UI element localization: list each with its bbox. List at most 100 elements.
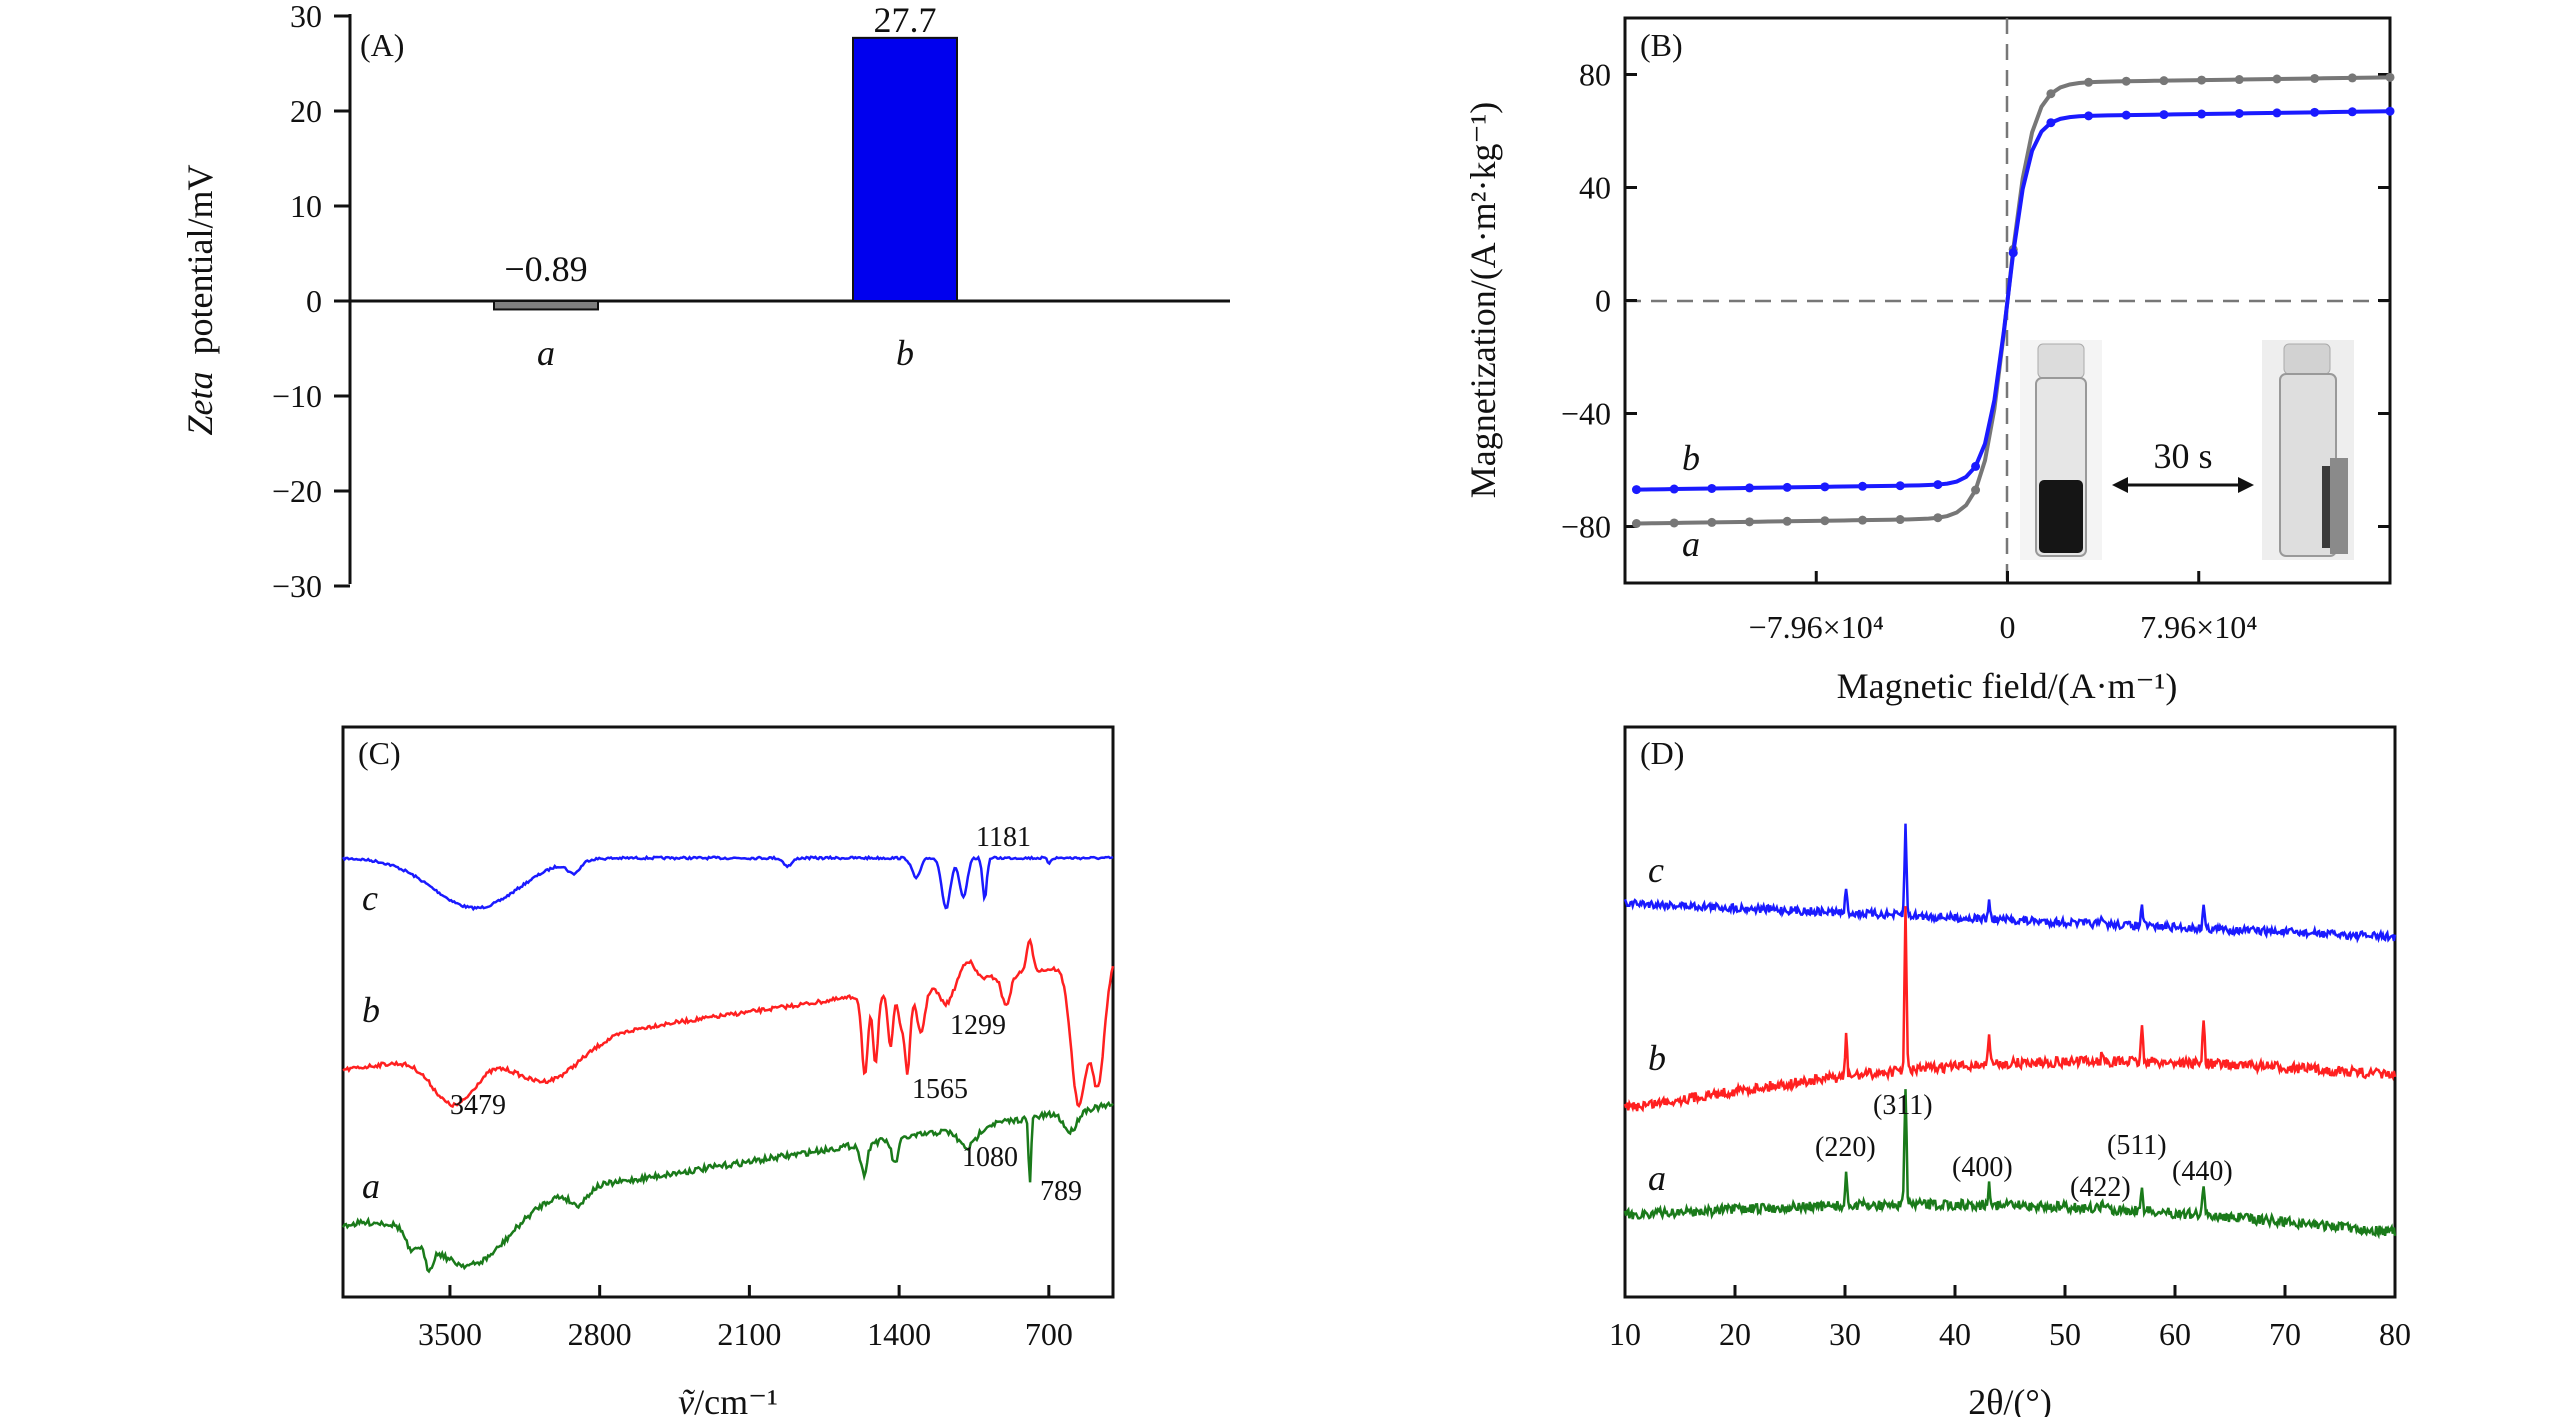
panel-b-data-point xyxy=(1669,518,1679,528)
panel-b-x-tick-label: 7.96×10⁴ xyxy=(2140,609,2257,645)
panel-a-bar-value-label: 27.7 xyxy=(874,0,937,40)
panel-a-y-axis-title-italic: Zeta xyxy=(180,371,220,435)
panel-d-series xyxy=(1623,823,2397,1240)
panel-c-annotation-1080: 1080 xyxy=(962,1142,1018,1173)
panel-d-plot-frame xyxy=(1623,725,2397,1299)
panel-a-category-label: b xyxy=(896,333,914,373)
panel-b-data-point xyxy=(2347,73,2357,83)
panel-b-data-point xyxy=(2385,72,2395,82)
panel-b-data-point xyxy=(1631,519,1641,529)
panel-c-ftir-chart: 3500 2800 2100 1400 700 (C) ṽ/cm⁻¹ c b a 118… xyxy=(341,725,1115,1417)
panel-b-data-point xyxy=(2310,107,2320,117)
panel-a-y-axis-title-rest: potential/mV xyxy=(180,165,220,355)
panel-d-series-label-b: b xyxy=(1648,1038,1666,1078)
panel-d-annotation-511: (511) xyxy=(2107,1130,2167,1161)
panel-b-x-axis-title: Magnetic field/(A·m⁻¹) xyxy=(1837,666,2178,706)
inset-arrow-right-head xyxy=(2238,477,2254,493)
panel-c-x-tick-label: 1400 xyxy=(867,1316,931,1352)
panel-b-data-point xyxy=(2234,75,2244,85)
panel-c-x-ticks: 3500 2800 2100 1400 700 xyxy=(418,1285,1073,1352)
panel-d-x-tick-label: 60 xyxy=(2159,1316,2191,1352)
panel-c-x-tick-label: 700 xyxy=(1025,1316,1073,1352)
panel-b-data-point xyxy=(2008,248,2018,258)
panel-d-series-label-a: a xyxy=(1648,1158,1666,1198)
panel-c-x-axis-title: ṽ/cm⁻¹ xyxy=(678,1382,778,1417)
panel-c-series xyxy=(341,854,1115,1274)
panel-b-data-point xyxy=(1669,484,1679,494)
panel-b-data-point xyxy=(1745,483,1755,493)
panel-b-label: (B) xyxy=(1640,27,1683,63)
panel-a-y-tick-label: −20 xyxy=(272,473,322,509)
panel-d-annotation-400: (400) xyxy=(1952,1152,2013,1183)
panel-b-data-point xyxy=(1707,483,1717,493)
panel-a-category-label: a xyxy=(537,333,555,373)
panel-d-pattern-line xyxy=(1623,823,2397,944)
panel-d-x-tick-label: 50 xyxy=(2049,1316,2081,1352)
panel-b-data-point xyxy=(2234,108,2244,118)
panel-b-series-label-a: a xyxy=(1682,524,1700,564)
panel-a-bar xyxy=(493,300,599,311)
panel-c-x-axis-symbol: ṽ xyxy=(678,1382,695,1417)
panel-c-label: (C) xyxy=(358,735,401,771)
panel-d-x-tick-label: 30 xyxy=(1829,1316,1861,1352)
panel-c-series-label-a: a xyxy=(362,1166,380,1206)
panel-b-data-point xyxy=(2159,76,2169,86)
panel-b-data-point xyxy=(1971,485,1981,495)
panel-d-x-tick-label: 20 xyxy=(1719,1316,1751,1352)
panel-b-data-point xyxy=(1631,485,1641,495)
panel-d-pattern-line xyxy=(1623,906,2397,1113)
panel-c-annotation-1299: 1299 xyxy=(950,1010,1006,1041)
panel-b-data-point xyxy=(2159,110,2169,120)
panel-a-y-tick-label: −30 xyxy=(272,568,322,604)
panel-b-series xyxy=(1631,72,2395,529)
panel-c-annotation-1181: 1181 xyxy=(976,822,1031,853)
panel-d-annotation-440: (440) xyxy=(2172,1156,2233,1187)
panel-b-y-tick-label: 0 xyxy=(1595,283,1611,319)
panel-a-y-tick-label: 30 xyxy=(290,0,322,34)
panel-d-pattern-line xyxy=(1623,1089,2397,1240)
panel-b-data-point xyxy=(2121,76,2131,86)
inset-time-label: 30 s xyxy=(2153,436,2212,476)
panel-b-data-point xyxy=(1858,515,1868,525)
panel-d-label: (D) xyxy=(1640,735,1684,771)
panel-a-bars: −0.89 a 27.7 b xyxy=(493,0,958,373)
panel-b-data-point xyxy=(2197,109,2207,119)
panel-b-data-point xyxy=(2046,89,2056,99)
panel-d-annotation-422: (422) xyxy=(2070,1172,2131,1203)
panel-a-y-axis-title: Zeta potential/mV xyxy=(180,165,220,436)
panel-d-x-ticks: 10 20 30 40 50 60 70 80 xyxy=(1609,1285,2411,1352)
panel-c-annotation-3479: 3479 xyxy=(450,1090,506,1121)
panel-d-annotation-311: (311) xyxy=(1873,1090,1933,1121)
panel-d-annotation-220: (220) xyxy=(1815,1132,1876,1163)
panel-a-bar-chart: 30 20 10 0 −10 −20 −30 −0.89 a 27.7 b (A) Zeta po… xyxy=(180,0,1230,604)
panel-c-x-tick-label: 3500 xyxy=(418,1316,482,1352)
panel-b-data-point xyxy=(2272,74,2282,84)
panel-b-x-tick-label: 0 xyxy=(2000,609,2016,645)
panel-b-data-point xyxy=(2046,118,2056,128)
panel-b-y-tick-label: 80 xyxy=(1579,57,1611,93)
panel-d-x-axis-title: 2θ/(°) xyxy=(1968,1382,2052,1417)
panel-b-y-tick-label: 40 xyxy=(1579,170,1611,206)
panel-d-series-label-c: c xyxy=(1648,850,1664,890)
panel-c-x-axis-unit: /cm⁻¹ xyxy=(694,1382,778,1417)
panel-c-x-tick-label: 2800 xyxy=(568,1316,632,1352)
panel-b-y-ticks: 80 40 0 −40 −80 xyxy=(1561,57,2390,545)
panel-b-inset-photos: 30 s xyxy=(2020,340,2354,560)
panel-b-data-point xyxy=(2197,75,2207,85)
panel-b-data-point xyxy=(2272,108,2282,118)
panel-d-xrd-chart: 10 20 30 40 50 60 70 80 (D) 2θ/(°) c b a (311) … xyxy=(1609,725,2411,1417)
panel-b-data-point xyxy=(1933,480,1943,490)
panel-c-x-tick-label: 2100 xyxy=(717,1316,781,1352)
panel-c-series-label-b: b xyxy=(362,990,380,1030)
panel-c-spectrum-line xyxy=(342,937,1115,1109)
panel-b-data-point xyxy=(1707,517,1717,527)
panel-b-hysteresis-chart: 80 40 0 −40 −80 −7.96×10⁴ 0 7.96×10⁴ 30 s xyxy=(1463,16,2395,706)
panel-b-data-point xyxy=(1933,513,1943,523)
panel-c-spectrum-line xyxy=(341,1100,1114,1274)
vial-dispersed-image xyxy=(2020,340,2102,560)
panel-b-y-tick-label: −80 xyxy=(1561,509,1611,545)
vial-separated-image xyxy=(2262,340,2354,560)
panel-a-label: (A) xyxy=(360,27,404,63)
panel-a-y-tick-label: 20 xyxy=(290,93,322,129)
